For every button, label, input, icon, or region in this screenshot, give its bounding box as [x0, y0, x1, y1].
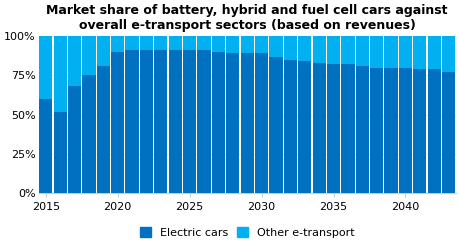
- Bar: [183, 50, 196, 193]
- Bar: [326, 36, 339, 64]
- Bar: [68, 36, 81, 87]
- Bar: [96, 36, 110, 66]
- Bar: [369, 36, 382, 67]
- Bar: [111, 52, 124, 193]
- Title: Market share of battery, hybrid and fuel cell cars against
overall e-transport s: Market share of battery, hybrid and fuel…: [46, 4, 447, 32]
- Bar: [355, 66, 368, 193]
- Bar: [441, 72, 454, 193]
- Bar: [240, 36, 253, 53]
- Bar: [384, 67, 397, 193]
- Bar: [427, 69, 440, 193]
- Bar: [412, 69, 425, 193]
- Bar: [125, 36, 139, 50]
- Bar: [297, 36, 311, 61]
- Bar: [369, 67, 382, 193]
- Bar: [254, 36, 268, 53]
- Bar: [125, 50, 139, 193]
- Bar: [398, 67, 411, 193]
- Bar: [283, 36, 297, 60]
- Bar: [384, 36, 397, 67]
- Bar: [39, 99, 52, 193]
- Bar: [168, 50, 181, 193]
- Bar: [355, 36, 368, 66]
- Bar: [211, 36, 224, 52]
- Bar: [254, 53, 268, 193]
- Bar: [140, 36, 153, 50]
- Bar: [226, 36, 239, 53]
- Bar: [82, 36, 95, 75]
- Bar: [39, 36, 52, 99]
- Bar: [183, 36, 196, 50]
- Bar: [412, 36, 425, 69]
- Bar: [154, 36, 167, 50]
- Bar: [269, 36, 282, 57]
- Bar: [312, 36, 325, 63]
- Bar: [427, 36, 440, 69]
- Bar: [312, 63, 325, 193]
- Bar: [53, 112, 67, 193]
- Bar: [341, 64, 354, 193]
- Bar: [68, 87, 81, 193]
- Bar: [197, 36, 210, 50]
- Bar: [441, 36, 454, 72]
- Bar: [96, 66, 110, 193]
- Bar: [398, 36, 411, 67]
- Bar: [240, 53, 253, 193]
- Bar: [226, 53, 239, 193]
- Bar: [297, 61, 311, 193]
- Bar: [326, 64, 339, 193]
- Bar: [283, 60, 297, 193]
- Legend: Electric cars, Other e-transport: Electric cars, Other e-transport: [140, 227, 354, 238]
- Bar: [341, 36, 354, 64]
- Bar: [211, 52, 224, 193]
- Bar: [269, 57, 282, 193]
- Bar: [82, 75, 95, 193]
- Bar: [168, 36, 181, 50]
- Bar: [197, 50, 210, 193]
- Bar: [154, 50, 167, 193]
- Bar: [111, 36, 124, 52]
- Bar: [140, 50, 153, 193]
- Bar: [53, 36, 67, 112]
